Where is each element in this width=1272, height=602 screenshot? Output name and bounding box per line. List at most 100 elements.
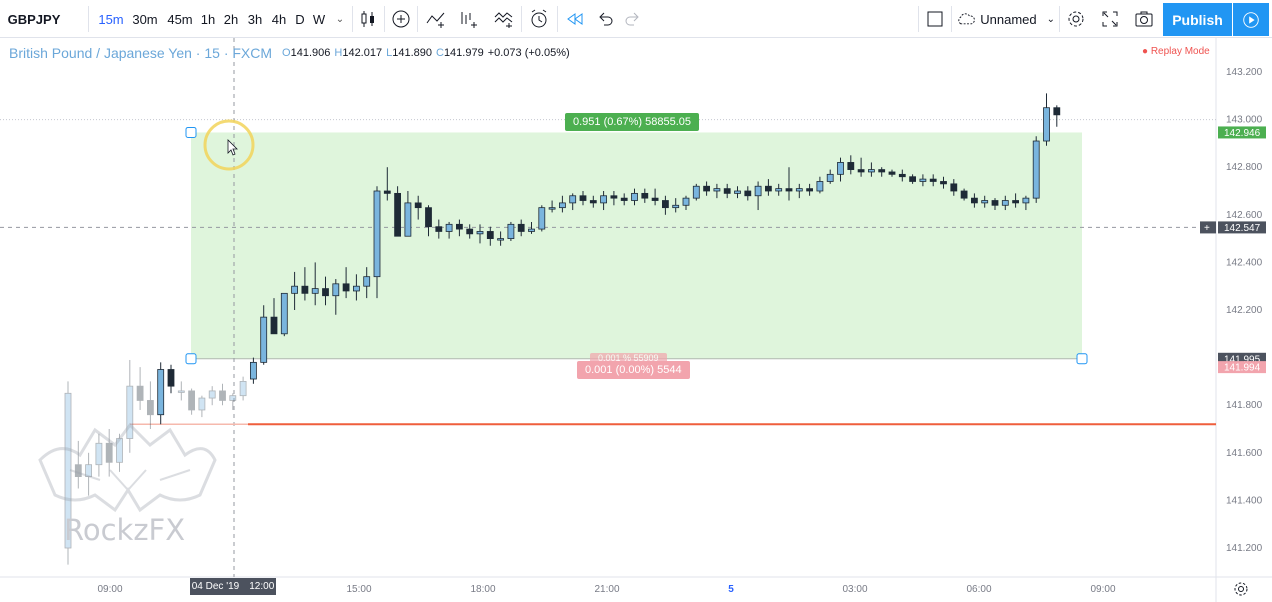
stop-price-tag-bg [1218, 361, 1266, 374]
undo-icon[interactable] [594, 0, 618, 38]
interval-15m[interactable]: 15m [98, 11, 124, 27]
candle [198, 395, 206, 418]
candle-body [971, 197, 978, 204]
candle [394, 186, 402, 237]
position-handle[interactable] [1076, 353, 1088, 365]
candle-body [929, 178, 937, 182]
position-target-label[interactable]: 0.951 (0.67%) 58855.05 [565, 113, 700, 131]
candle-body [723, 188, 731, 194]
x-tick-label: 09:00 [1090, 584, 1115, 595]
candle-body [559, 202, 566, 209]
compare-icon[interactable] [456, 0, 482, 38]
interval-4h[interactable]: 4h [271, 11, 287, 27]
redo-icon[interactable] [620, 0, 644, 38]
candle-body [342, 283, 350, 292]
y-tick-label: 142.200 [1226, 305, 1263, 316]
entry-price-tag: 141.995 [1224, 354, 1261, 365]
candle [559, 195, 566, 213]
change-value: +0.073 (+0.05%) [487, 47, 570, 59]
play-icon[interactable] [1233, 3, 1269, 36]
y-tick-label: 141.200 [1226, 543, 1263, 554]
candle [785, 167, 793, 201]
candle [188, 388, 196, 415]
candle-body [373, 190, 381, 278]
crosshair-time-tag: 04 Dec '19 12:00 [190, 578, 276, 595]
candle-body [919, 178, 927, 182]
candle [157, 362, 165, 425]
toolbar-divider [918, 6, 919, 32]
add-indicator-icon[interactable] [389, 0, 413, 38]
candles-icon[interactable] [356, 0, 380, 38]
top-toolbar: GBPJPY 15m 30m 45m 1h 2h 3h 4h D W ⌄ Unnamed ⌄ [0, 0, 1272, 38]
candle-body [322, 288, 329, 297]
candle [826, 169, 834, 184]
crosshair-plus-bg [1200, 221, 1216, 234]
snapshot-icon[interactable] [1131, 0, 1157, 38]
candle [280, 292, 288, 337]
high-value: 142.017 [342, 47, 383, 59]
indicators-icon[interactable] [423, 0, 449, 38]
candle [105, 429, 113, 477]
candle-body [425, 207, 432, 228]
candle [837, 157, 844, 182]
candle-body [64, 392, 72, 549]
watermark-tiger-icon [38, 422, 217, 513]
candle-body [785, 188, 793, 192]
open-value: 141.906 [290, 47, 331, 59]
candle-body [466, 228, 474, 235]
y-tick-label: 141.800 [1226, 400, 1263, 411]
interval-dropdown-icon[interactable]: ⌄ [335, 13, 345, 25]
candle [311, 262, 319, 306]
candle-body [167, 369, 175, 387]
interval-30m[interactable]: 30m [132, 11, 158, 27]
position-handle[interactable] [185, 353, 197, 365]
symbol-search-button[interactable]: GBPJPY [7, 11, 61, 27]
axis-settings-icon[interactable] [1232, 580, 1250, 598]
alert-icon[interactable] [527, 0, 553, 38]
candle-body [270, 316, 278, 335]
fullscreen-icon[interactable] [1097, 0, 1123, 38]
candle [734, 186, 741, 199]
candle-body [754, 185, 762, 197]
interval-45m[interactable]: 45m [167, 11, 193, 27]
toolbar-divider [557, 6, 558, 32]
interval-W[interactable]: W [312, 11, 326, 27]
y-tick-label: 141.600 [1226, 448, 1263, 459]
position-handle[interactable] [185, 126, 197, 138]
replay-icon[interactable] [563, 0, 587, 38]
candle [929, 174, 937, 187]
candle-body [662, 200, 669, 209]
position-stop-label[interactable]: 0.001 (0.00%) 5544 [577, 361, 690, 379]
settings-icon[interactable] [1063, 0, 1089, 38]
layout-icon[interactable] [923, 0, 947, 38]
candle [95, 433, 103, 477]
candle [208, 386, 216, 406]
candle [744, 186, 752, 201]
candle-body [579, 195, 587, 201]
interval-2h[interactable]: 2h [223, 11, 239, 27]
candle-body [816, 181, 824, 192]
candle-body [146, 400, 154, 416]
candle-body [455, 223, 463, 230]
interval-D[interactable]: D [295, 11, 305, 27]
candle [445, 221, 453, 239]
candle-body [589, 200, 597, 204]
interval-3h[interactable]: 3h [247, 11, 263, 27]
candle [651, 188, 659, 206]
templates-icon[interactable] [491, 0, 517, 38]
watermark-logo: RockzFX [64, 513, 186, 547]
profit-zone[interactable] [191, 132, 1082, 359]
cursor-pointer-icon [227, 139, 238, 156]
candle [1043, 93, 1050, 146]
candle-body [991, 200, 999, 206]
candle-body [765, 185, 772, 192]
candle-body [682, 197, 690, 206]
publish-button[interactable]: Publish [1163, 3, 1232, 36]
candle-body [548, 207, 556, 210]
candle-body [620, 197, 628, 201]
interval-1h[interactable]: 1h [200, 11, 216, 27]
candle [74, 440, 82, 489]
candle-body [332, 283, 340, 297]
layout-name-button[interactable]: Unnamed ⌄ [955, 0, 1055, 38]
